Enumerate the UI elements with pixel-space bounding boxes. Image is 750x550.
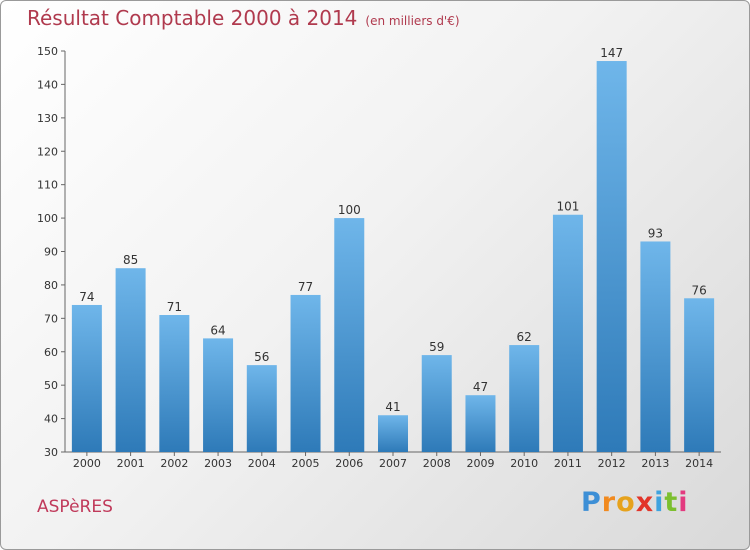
logo-letter: t <box>664 487 679 518</box>
value-label-2013: 93 <box>648 226 663 240</box>
x-tick-label-2006: 2006 <box>335 457 363 470</box>
bar-2002 <box>159 314 190 452</box>
logo-letter: i <box>678 487 689 518</box>
y-tick-label: 100 <box>37 212 58 225</box>
bar-2010 <box>509 345 540 452</box>
x-tick-label-2012: 2012 <box>598 457 626 470</box>
value-label-2007: 41 <box>385 400 400 414</box>
value-label-2006: 100 <box>338 203 361 217</box>
bar-2005 <box>290 294 321 452</box>
x-tick-label-2001: 2001 <box>117 457 145 470</box>
value-label-2004: 56 <box>254 350 269 364</box>
x-tick-label-2007: 2007 <box>379 457 407 470</box>
chart-bars <box>71 61 715 453</box>
x-tick-label-2009: 2009 <box>466 457 494 470</box>
x-tick-label-2014: 2014 <box>685 457 713 470</box>
value-label-2008: 59 <box>429 340 444 354</box>
value-label-2001: 85 <box>123 253 138 267</box>
bar-2009 <box>465 395 496 452</box>
bar-2003 <box>203 338 234 452</box>
y-tick-label: 60 <box>44 346 58 359</box>
bar-2001 <box>115 268 146 452</box>
y-tick-label: 130 <box>37 112 58 125</box>
value-label-2011: 101 <box>556 200 579 214</box>
y-tick-label: 140 <box>37 78 58 91</box>
bar-2012 <box>596 61 627 453</box>
y-tick-label: 50 <box>44 379 58 392</box>
bar-2008 <box>421 355 452 452</box>
value-label-2003: 64 <box>210 323 225 337</box>
bar-2013 <box>640 241 671 452</box>
y-tick-label: 90 <box>44 246 58 259</box>
value-label-2009: 47 <box>473 380 488 394</box>
bar-2004 <box>246 365 277 452</box>
chart-title-text: Résultat Comptable 2000 à 2014 <box>27 6 358 30</box>
commune-name: ASPèRES <box>37 497 113 517</box>
y-tick-label: 70 <box>44 312 58 325</box>
x-tick-label-2002: 2002 <box>160 457 188 470</box>
x-tick-label-2003: 2003 <box>204 457 232 470</box>
x-tick-label-2011: 2011 <box>554 457 582 470</box>
y-tick-label: 120 <box>37 145 58 158</box>
y-tick-label: 110 <box>37 179 58 192</box>
logo-letter: r <box>601 487 617 518</box>
x-tick-label-2000: 2000 <box>73 457 101 470</box>
chart-title: Résultat Comptable 2000 à 2014 (en millie… <box>27 6 460 30</box>
value-label-2010: 62 <box>517 330 532 344</box>
y-tick-label: 30 <box>44 446 58 459</box>
x-tick-label-2008: 2008 <box>423 457 451 470</box>
bar-2011 <box>552 214 583 452</box>
value-label-2014: 76 <box>691 283 706 297</box>
logo-letter: i <box>654 487 665 518</box>
proxiti-logo[interactable]: Proxiti <box>581 487 689 518</box>
value-label-2005: 77 <box>298 280 313 294</box>
logo-letter: P <box>581 487 602 518</box>
bar-2014 <box>684 298 715 452</box>
y-tick-label: 40 <box>44 413 58 426</box>
value-label-2002: 71 <box>167 300 182 314</box>
bar-2000 <box>71 304 102 452</box>
y-tick-label: 150 <box>37 45 58 58</box>
logo-letter: x <box>635 487 655 518</box>
chart-subtitle: (en milliers d'€) <box>365 14 460 28</box>
chart-labels: 74 85 71 64 56 77 100 41 59 47 62 101 147 93 76 <box>79 46 707 414</box>
bar-2007 <box>378 415 408 452</box>
x-tick-label-2010: 2010 <box>510 457 538 470</box>
bar-2006 <box>334 218 365 452</box>
chart-axes: 30 40 50 60 70 80 90 100 110 120 130 140 150 2000 2001… <box>37 45 721 470</box>
x-tick-label-2004: 2004 <box>248 457 276 470</box>
y-tick-label: 80 <box>44 279 58 292</box>
value-label-2012: 147 <box>600 46 623 60</box>
value-label-2000: 74 <box>79 290 94 304</box>
logo-letter: o <box>616 487 636 518</box>
x-tick-label-2005: 2005 <box>292 457 320 470</box>
x-tick-label-2013: 2013 <box>641 457 669 470</box>
